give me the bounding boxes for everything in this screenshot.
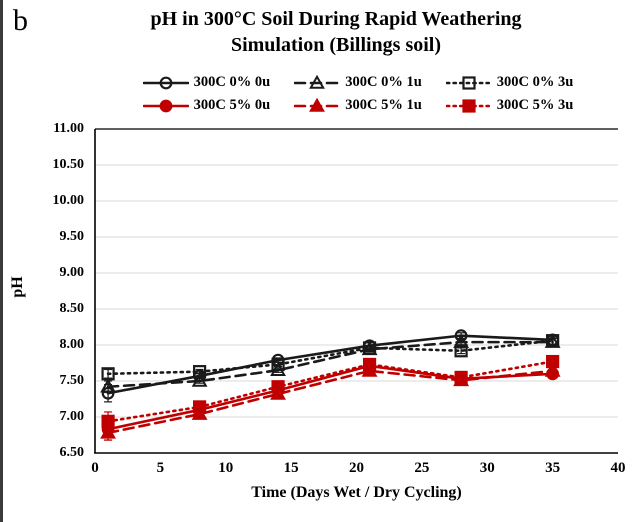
marker-square	[271, 357, 285, 372]
legend-row-2: 300C 5% 0u 300C 5% 1u 300C 5% 3u	[88, 97, 628, 114]
marker-triangle	[453, 333, 470, 348]
marker-square	[546, 334, 560, 348]
series-line	[106, 334, 554, 395]
marker-square	[462, 98, 476, 113]
legend-item-label: 300C 5% 3u	[496, 97, 574, 113]
legend-marker-sample	[445, 75, 492, 90]
x-tick-label: 25	[414, 460, 430, 476]
chart-title-line1: pH in 300°C Soil During Rapid Weathering	[150, 8, 522, 30]
legend-row-1: 300C 0% 0u 300C 0% 1u 300C 0% 3u	[88, 74, 628, 91]
x-tick-label: 0	[91, 460, 99, 476]
series-line	[106, 340, 554, 389]
legend-item-label: 300C 0% 3u	[496, 74, 574, 90]
legend-item: 300C 5% 1u	[294, 97, 422, 114]
series-300c-5-3u	[101, 354, 560, 432]
legend-marker-sample	[294, 74, 341, 89]
legend-marker-sample	[142, 99, 189, 112]
figure-edge-border	[0, 0, 3, 522]
legend-item-label: 300C 5% 1u	[345, 97, 422, 113]
legend-item: 300C 0% 3u	[445, 74, 574, 91]
y-tick-label: 10.00	[52, 193, 85, 208]
marker-triangle	[309, 74, 326, 89]
marker-square	[193, 400, 207, 414]
x-axis-title: Time (Days Wet / Dry Cycling)	[251, 484, 462, 501]
marker-square	[193, 365, 207, 379]
marker-square	[462, 75, 476, 90]
legend-item: 300C 0% 0u	[142, 74, 271, 91]
series-line	[106, 369, 554, 435]
y-tick-label: 9.50	[59, 229, 85, 244]
legend-item-label: 300C 0% 1u	[345, 74, 422, 90]
legend: 300C 0% 0u 300C 0% 1u 300C 0% 3u 300C 5% 0…	[88, 74, 628, 114]
marker-triangle	[100, 424, 116, 439]
legend-item-label: 300C 0% 0u	[193, 74, 271, 90]
marker-square	[101, 414, 115, 428]
y-axis-title: pH	[9, 276, 26, 298]
legend-item: 300C 0% 1u	[294, 74, 422, 91]
x-tick-label: 10	[218, 460, 234, 476]
y-tick-label: 6.50	[59, 445, 85, 460]
legend-marker-sample	[445, 98, 492, 113]
series-300c-0-1u	[100, 333, 561, 394]
marker-circle	[159, 76, 173, 89]
series-line	[106, 360, 554, 423]
x-tick-label: 5	[156, 460, 165, 476]
y-tick-label: 9.00	[59, 265, 85, 280]
marker-square	[454, 344, 468, 358]
marker-triangle	[100, 378, 116, 393]
marker-square	[101, 367, 115, 381]
chart-title-line2: Simulation (Billings soil)	[230, 34, 442, 56]
y-tick-label: 7.00	[59, 409, 85, 424]
y-tick-label: 7.50	[59, 373, 85, 388]
marker-circle	[159, 99, 173, 112]
series-line	[106, 339, 554, 376]
series-300c-0-3u	[101, 334, 560, 381]
marker-square	[546, 354, 560, 369]
marker-square	[362, 357, 377, 372]
legend-item-label: 300C 5% 0u	[193, 97, 271, 113]
legend-marker-sample	[142, 76, 189, 89]
marker-square	[271, 380, 285, 394]
y-tick-label: 8.50	[59, 301, 85, 316]
x-tick-label: 35	[545, 460, 561, 476]
legend-marker-sample	[294, 97, 341, 112]
y-tick-label: 11.00	[53, 121, 84, 136]
x-tick-label: 20	[349, 460, 364, 476]
x-tick-label: 40	[610, 460, 626, 476]
marker-square	[362, 341, 377, 355]
y-tick-label: 10.50	[52, 157, 85, 172]
x-tick-label: 30	[479, 460, 495, 476]
y-tick-label: 8.00	[59, 337, 85, 352]
marker-triangle	[544, 362, 561, 377]
x-tick-label: 15	[283, 460, 299, 476]
marker-triangle	[191, 372, 208, 387]
panel-label: b	[13, 4, 28, 37]
legend-item: 300C 5% 3u	[445, 97, 574, 114]
chart-title: pH in 300°C Soil During Rapid Weathering…	[40, 6, 632, 58]
marker-square	[454, 370, 468, 384]
marker-triangle	[309, 97, 326, 112]
legend-item: 300C 5% 0u	[142, 97, 271, 114]
